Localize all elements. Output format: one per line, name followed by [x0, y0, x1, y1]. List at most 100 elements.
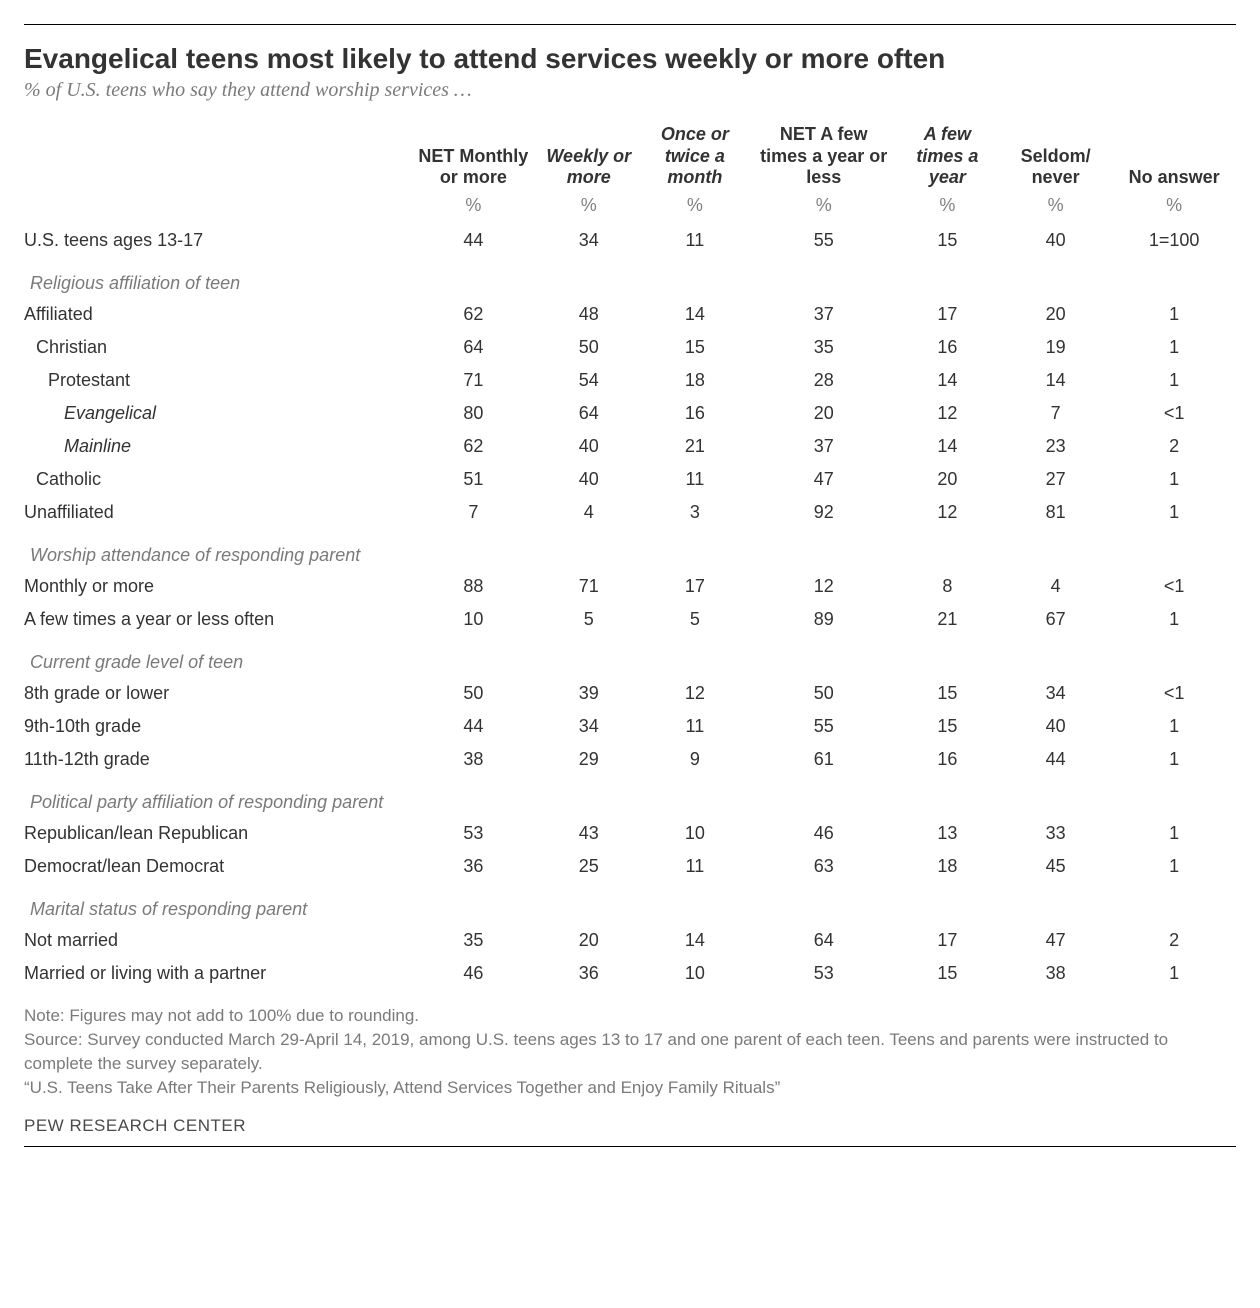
table-body: U.S. teens ages 13-174434115515401=100Re… — [24, 224, 1236, 990]
cell: 55 — [752, 710, 896, 743]
cell: 71 — [539, 570, 638, 603]
table-row: Catholic5140114720271 — [24, 463, 1236, 496]
cell: 44 — [999, 743, 1112, 776]
cell: 61 — [752, 743, 896, 776]
row-label: Evangelical — [24, 397, 407, 430]
cell: 2 — [1112, 430, 1236, 463]
cell: 18 — [638, 364, 751, 397]
col-noanswer: No answer — [1112, 120, 1236, 193]
pct-row: % % % % % % % — [24, 193, 1236, 225]
cell: 12 — [752, 570, 896, 603]
cell: 40 — [539, 463, 638, 496]
pct: % — [638, 193, 751, 225]
pct: % — [999, 193, 1112, 225]
cell: 18 — [896, 850, 999, 883]
col-once-twice: Once or twice a month — [638, 120, 751, 193]
cell: 21 — [638, 430, 751, 463]
row-label: Catholic — [24, 463, 407, 496]
cell: 34 — [999, 677, 1112, 710]
cell: 20 — [752, 397, 896, 430]
cell: 44 — [407, 710, 539, 743]
cell: 1=100 — [1112, 224, 1236, 257]
cell: 48 — [539, 298, 638, 331]
note-line: Note: Figures may not add to 100% due to… — [24, 1004, 1236, 1028]
table-row: 8th grade or lower503912501534<1 — [24, 677, 1236, 710]
cell: 80 — [407, 397, 539, 430]
cell: 38 — [999, 957, 1112, 990]
pct-empty — [24, 193, 407, 225]
cell: 17 — [896, 924, 999, 957]
cell: 14 — [896, 430, 999, 463]
row-label: A few times a year or less often — [24, 603, 407, 636]
cell: 40 — [999, 224, 1112, 257]
cell: 5 — [638, 603, 751, 636]
cell: 8 — [896, 570, 999, 603]
table-row: Democrat/lean Democrat3625116318451 — [24, 850, 1236, 883]
cell: 5 — [539, 603, 638, 636]
cell: 1 — [1112, 463, 1236, 496]
cell: 1 — [1112, 743, 1236, 776]
cell: 27 — [999, 463, 1112, 496]
cell: 17 — [896, 298, 999, 331]
cell: 38 — [407, 743, 539, 776]
note-line: “U.S. Teens Take After Their Parents Rel… — [24, 1076, 1236, 1100]
cell: 10 — [407, 603, 539, 636]
cell: 15 — [896, 957, 999, 990]
cell: 12 — [638, 677, 751, 710]
table-head: NET Monthly or more Weekly or more Once … — [24, 120, 1236, 224]
cell: 11 — [638, 224, 751, 257]
table-row: 9th-10th grade4434115515401 — [24, 710, 1236, 743]
cell: 4 — [539, 496, 638, 529]
section-header: Worship attendance of responding parent — [24, 529, 1236, 570]
pct: % — [752, 193, 896, 225]
cell: 81 — [999, 496, 1112, 529]
col-net-few: NET A few times a year or less — [752, 120, 896, 193]
row-label: Monthly or more — [24, 570, 407, 603]
row-label: Married or living with a partner — [24, 957, 407, 990]
cell: 15 — [896, 677, 999, 710]
section-header: Religious affiliation of teen — [24, 257, 1236, 298]
section-header: Marital status of responding parent — [24, 883, 1236, 924]
table-container: Evangelical teens most likely to attend … — [24, 24, 1236, 1147]
note-line: Source: Survey conducted March 29-April … — [24, 1028, 1236, 1076]
cell: 11 — [638, 850, 751, 883]
row-label: 11th-12th grade — [24, 743, 407, 776]
section-header-row: Current grade level of teen — [24, 636, 1236, 677]
cell: 1 — [1112, 817, 1236, 850]
cell: 3 — [638, 496, 751, 529]
col-few-year: A few times a year — [896, 120, 999, 193]
cell: 64 — [752, 924, 896, 957]
cell: 50 — [539, 331, 638, 364]
cell: 34 — [539, 710, 638, 743]
cell: 53 — [407, 817, 539, 850]
col-seldom: Seldom/ never — [999, 120, 1112, 193]
row-label: Not married — [24, 924, 407, 957]
cell: 10 — [638, 817, 751, 850]
cell: 20 — [896, 463, 999, 496]
col-net-monthly: NET Monthly or more — [407, 120, 539, 193]
section-header: Political party affiliation of respondin… — [24, 776, 1236, 817]
cell: 40 — [999, 710, 1112, 743]
cell: 1 — [1112, 957, 1236, 990]
cell: 14 — [638, 924, 751, 957]
cell: 63 — [752, 850, 896, 883]
cell: 71 — [407, 364, 539, 397]
cell: 20 — [539, 924, 638, 957]
cell: 1 — [1112, 850, 1236, 883]
cell: 89 — [752, 603, 896, 636]
cell: 92 — [752, 496, 896, 529]
table-row: Unaffiliated7439212811 — [24, 496, 1236, 529]
section-header-row: Worship attendance of responding parent — [24, 529, 1236, 570]
row-label: Republican/lean Republican — [24, 817, 407, 850]
cell: 13 — [896, 817, 999, 850]
cell: 39 — [539, 677, 638, 710]
cell: 7 — [999, 397, 1112, 430]
table-row: Christian6450153516191 — [24, 331, 1236, 364]
cell: 14 — [638, 298, 751, 331]
cell: 1 — [1112, 298, 1236, 331]
cell: 67 — [999, 603, 1112, 636]
cell: 16 — [638, 397, 751, 430]
row-label: Protestant — [24, 364, 407, 397]
cell: 7 — [407, 496, 539, 529]
cell: 14 — [999, 364, 1112, 397]
